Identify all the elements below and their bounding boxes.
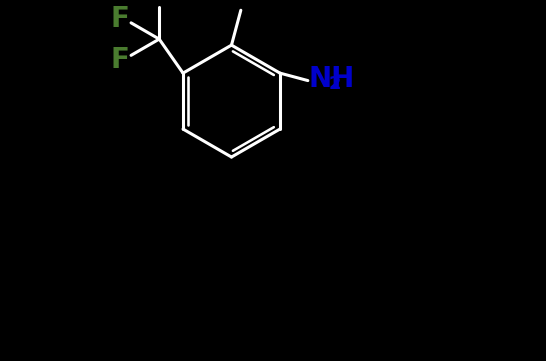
Text: F: F (110, 46, 129, 74)
Text: OH: OH (219, 0, 266, 4)
Text: F: F (150, 0, 169, 1)
Text: NH: NH (309, 65, 355, 93)
Text: 2: 2 (329, 75, 341, 93)
Text: F: F (110, 5, 129, 33)
